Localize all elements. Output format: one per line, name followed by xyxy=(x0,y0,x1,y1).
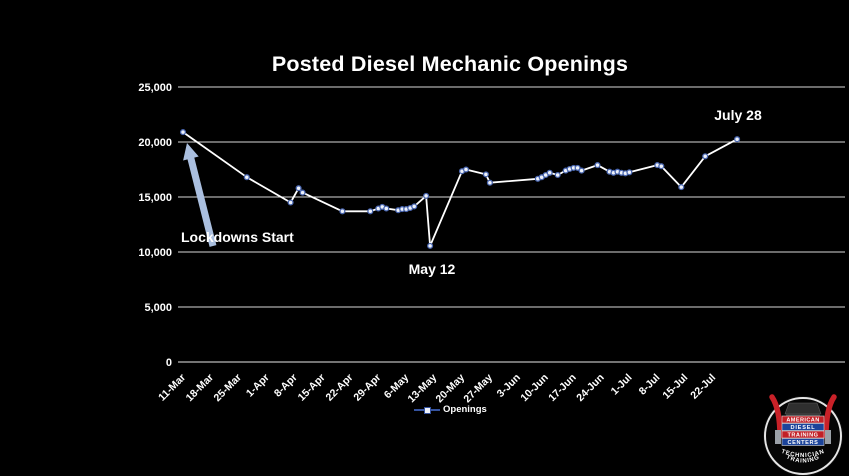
series-point xyxy=(462,166,470,173)
legend-label: Openings xyxy=(443,404,487,415)
logo-text-centers: CENTERS xyxy=(788,440,819,446)
annotation-may-12: May 12 xyxy=(408,261,456,277)
logo-text-training: TRAINING xyxy=(787,432,818,438)
y-tick-label: 25,000 xyxy=(138,82,172,94)
y-axis-labels: 0 5,000 10,000 15,000 20,000 25,000 xyxy=(138,82,172,369)
series-point xyxy=(427,242,434,249)
series-point xyxy=(423,192,430,199)
x-tick-label: 27-May xyxy=(461,372,495,406)
x-tick-label: 24-Jun xyxy=(574,372,606,404)
logo-text-american: AMERICAN xyxy=(786,417,819,423)
series-point xyxy=(482,171,489,178)
y-tick-label: 10,000 xyxy=(138,247,172,259)
series-point xyxy=(678,184,685,191)
x-tick-label: 29-Apr xyxy=(351,372,383,404)
logo-banner-centers xyxy=(781,438,825,446)
y-tick-label: 20,000 xyxy=(138,137,172,149)
series-point xyxy=(486,179,493,186)
annotation-july-28: July 28 xyxy=(714,107,762,123)
series-point xyxy=(626,169,633,176)
series-point xyxy=(179,129,187,136)
logo-tagline-technician: TECHNICIAN xyxy=(780,449,825,459)
x-tick-label: 1-Apr xyxy=(244,372,272,400)
logo-tagline-training: TRAINING xyxy=(785,455,821,465)
x-tick-label: 17-Jun xyxy=(546,372,578,404)
x-tick-label: 22-Jul xyxy=(688,372,718,402)
series-point xyxy=(383,205,390,212)
series-point xyxy=(734,136,741,143)
gridlines xyxy=(178,86,845,363)
x-tick-label: 20-May xyxy=(433,372,467,406)
series-point xyxy=(295,185,302,192)
series-point xyxy=(243,174,250,181)
series-point xyxy=(574,164,581,171)
x-tick-label: 1-Jul xyxy=(609,372,635,398)
y-tick-label: 15,000 xyxy=(138,192,172,204)
series-point xyxy=(367,208,374,215)
chart-title: Posted Diesel Mechanic Openings xyxy=(271,52,629,76)
x-tick-label: 18-Mar xyxy=(184,372,216,404)
series-point xyxy=(287,199,294,206)
x-tick-label: 13-May xyxy=(406,372,440,406)
logo-truck-hood-icon xyxy=(784,402,822,415)
logo-text-diesel: DIESEL xyxy=(790,425,815,431)
logo-banner-american xyxy=(781,415,825,424)
series-point xyxy=(554,171,561,179)
series-point xyxy=(546,169,553,176)
annotation-arrow xyxy=(183,143,217,247)
adtc-logo: AMERICAN DIESEL TRAINING CENTERS TECHNIC… xyxy=(763,394,843,476)
x-tick-label: 8-Jul xyxy=(637,372,663,398)
series-point xyxy=(411,203,418,210)
series-point xyxy=(578,167,585,174)
legend: Openings xyxy=(414,404,487,415)
series-point xyxy=(658,163,665,170)
x-tick-label: 11-Mar xyxy=(156,372,188,404)
legend-line-marker-icon xyxy=(414,405,440,414)
y-tick-label: 0 xyxy=(166,357,172,369)
series-point xyxy=(299,189,306,196)
x-tick-label: 15-Apr xyxy=(296,372,328,404)
series-openings xyxy=(179,129,741,249)
x-tick-label: 25-Mar xyxy=(211,372,243,404)
annotation-lockdowns-start: Lockdowns Start xyxy=(181,229,294,245)
x-tick-label: 10-Jun xyxy=(518,372,550,404)
logo-banner-diesel xyxy=(781,423,825,431)
series-point xyxy=(339,208,346,215)
x-tick-label: 22-Apr xyxy=(324,372,356,404)
series-point xyxy=(702,153,709,160)
x-tick-label: 15-Jul xyxy=(660,372,690,402)
series-point xyxy=(594,162,601,169)
logo-ring xyxy=(764,397,842,475)
y-tick-label: 5,000 xyxy=(144,302,172,314)
logo-banner-training xyxy=(781,430,825,439)
